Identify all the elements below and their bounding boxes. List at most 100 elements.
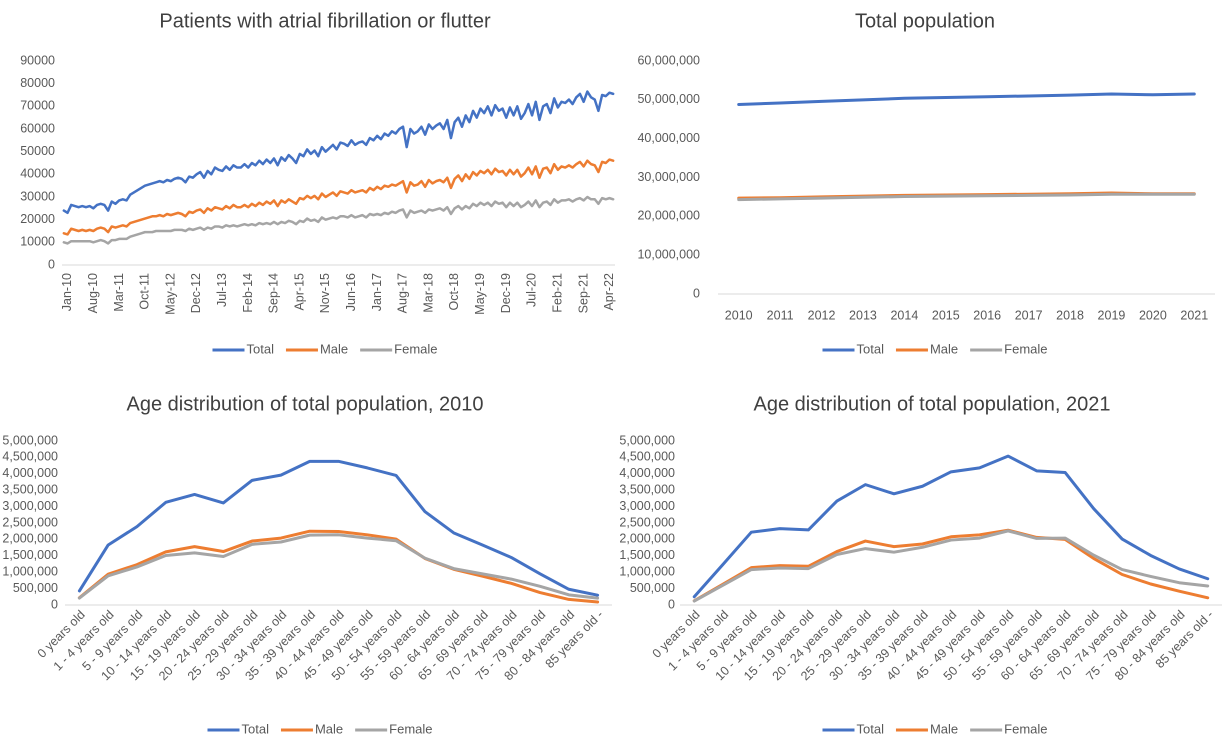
y-tick-label: 2,500,000	[2, 515, 58, 529]
x-tick-label: 2020	[1139, 308, 1167, 322]
x-tick-label: May-12	[163, 273, 177, 315]
series-line	[62, 195, 615, 245]
series-line	[737, 192, 1196, 202]
x-tick-label: Oct-11	[138, 273, 152, 310]
y-tick-label: 4,500,000	[2, 450, 58, 464]
y-tick-label: 50000	[20, 144, 55, 158]
x-tick-label: Feb-14	[241, 273, 255, 313]
series-line	[737, 92, 1196, 106]
y-tick-label: 1,500,000	[2, 548, 58, 562]
series-line	[692, 454, 1210, 599]
x-tick-label: Mar-18	[421, 273, 435, 313]
x-tick-label: Jun-16	[344, 273, 358, 311]
legend-label: Male	[930, 341, 958, 356]
x-tick-label: 2010	[725, 308, 753, 322]
legend-label: Total	[241, 721, 269, 736]
y-tick-label: 0	[48, 257, 55, 271]
y-tick-label: 10,000,000	[637, 247, 700, 261]
y-tick-label: 0	[668, 597, 675, 611]
y-tick-label: 2,500,000	[619, 515, 675, 529]
y-tick-label: 4,000,000	[2, 466, 58, 480]
y-tick-label: 60000	[20, 121, 55, 135]
y-tick-label: 4,000,000	[619, 466, 675, 480]
legend-label: Total	[856, 341, 884, 356]
x-tick-label: Aug-17	[396, 273, 410, 313]
legend-label: Male	[315, 721, 343, 736]
x-tick-label: Oct-18	[447, 273, 461, 311]
x-tick-label: Jan-10	[60, 273, 74, 311]
y-tick-label: 30,000,000	[637, 170, 700, 184]
x-tick-label: Dec-19	[499, 273, 513, 313]
x-tick-label: 2012	[808, 308, 836, 322]
x-tick-label: 2011	[767, 308, 794, 322]
x-tick-label: May-19	[473, 273, 487, 315]
x-tick-label: 2018	[1056, 308, 1084, 322]
y-tick-label: 1,000,000	[619, 564, 675, 578]
series-line	[62, 90, 615, 215]
x-tick-label: 2015	[932, 308, 960, 322]
x-tick-label: 2013	[849, 308, 877, 322]
legend: Total Male Female	[822, 341, 1048, 356]
y-tick-label: 500,000	[13, 581, 58, 595]
y-tick-label: 4,500,000	[619, 450, 675, 464]
legend: Total Male Female	[212, 341, 438, 356]
x-tick-label: Apr-22	[602, 273, 616, 311]
series-line	[77, 533, 600, 600]
x-tick-label: Apr-15	[292, 273, 306, 311]
x-tick-label: 2016	[973, 308, 1001, 322]
x-tick-label: Aug-10	[86, 273, 100, 313]
y-tick-label: 50,000,000	[637, 92, 700, 106]
x-tick-label: Jul-13	[215, 273, 229, 307]
series-line	[62, 158, 615, 236]
chart-panel: Age distribution of total population, 20…	[2, 393, 612, 736]
legend: Total Male Female	[822, 721, 1048, 736]
legend: Total Male Female	[207, 721, 433, 736]
y-tick-label: 2,000,000	[2, 532, 58, 546]
x-tick-label: Sep-14	[267, 273, 281, 313]
x-tick-label: 2019	[1098, 308, 1126, 322]
chart-title: Age distribution of total population, 20…	[754, 393, 1111, 415]
chart-title: Total population	[855, 10, 995, 32]
y-tick-label: 10000	[20, 235, 55, 249]
chart-panel: Age distribution of total population, 20…	[619, 393, 1222, 736]
legend-label: Male	[320, 341, 348, 356]
legend-label: Female	[1004, 341, 1047, 356]
y-tick-label: 1,000,000	[2, 564, 58, 578]
y-tick-label: 40000	[20, 167, 55, 181]
y-tick-label: 40,000,000	[637, 131, 700, 145]
x-tick-label: Jan-17	[370, 273, 384, 311]
y-tick-label: 60,000,000	[637, 53, 700, 67]
y-tick-label: 0	[693, 286, 700, 300]
x-tick-label: Sep-21	[576, 273, 590, 313]
legend-label: Female	[394, 341, 437, 356]
y-tick-label: 3,000,000	[2, 499, 58, 513]
y-tick-label: 3,500,000	[619, 482, 675, 496]
x-tick-label: 2017	[1015, 308, 1043, 322]
y-tick-label: 2,000,000	[619, 532, 675, 546]
y-tick-label: 30000	[20, 189, 55, 203]
y-tick-label: 80000	[20, 76, 55, 90]
legend-label: Total	[246, 341, 274, 356]
series-line	[692, 528, 1210, 603]
series-line	[77, 529, 600, 604]
legend-label: Male	[930, 721, 958, 736]
y-tick-label: 70000	[20, 99, 55, 113]
series-line	[77, 459, 600, 597]
y-tick-label: 5,000,000	[619, 433, 675, 447]
series-line	[692, 529, 1210, 603]
chart-panel: Patients with atrial fibrillation or flu…	[20, 10, 616, 356]
x-tick-label: 2014	[890, 308, 918, 322]
y-tick-label: 20,000,000	[637, 209, 700, 223]
legend-label: Total	[856, 721, 884, 736]
x-tick-label: Mar-11	[112, 273, 126, 312]
x-tick-label: Feb-21	[550, 273, 564, 313]
y-tick-label: 0	[51, 597, 58, 611]
x-tick-label: Nov-15	[318, 273, 332, 313]
chart-title: Age distribution of total population, 20…	[127, 393, 484, 415]
y-tick-label: 1,500,000	[619, 548, 675, 562]
x-tick-label: Jul-20	[525, 273, 539, 307]
y-tick-label: 5,000,000	[2, 433, 58, 447]
y-tick-label: 20000	[20, 212, 55, 226]
legend-label: Female	[1004, 721, 1047, 736]
